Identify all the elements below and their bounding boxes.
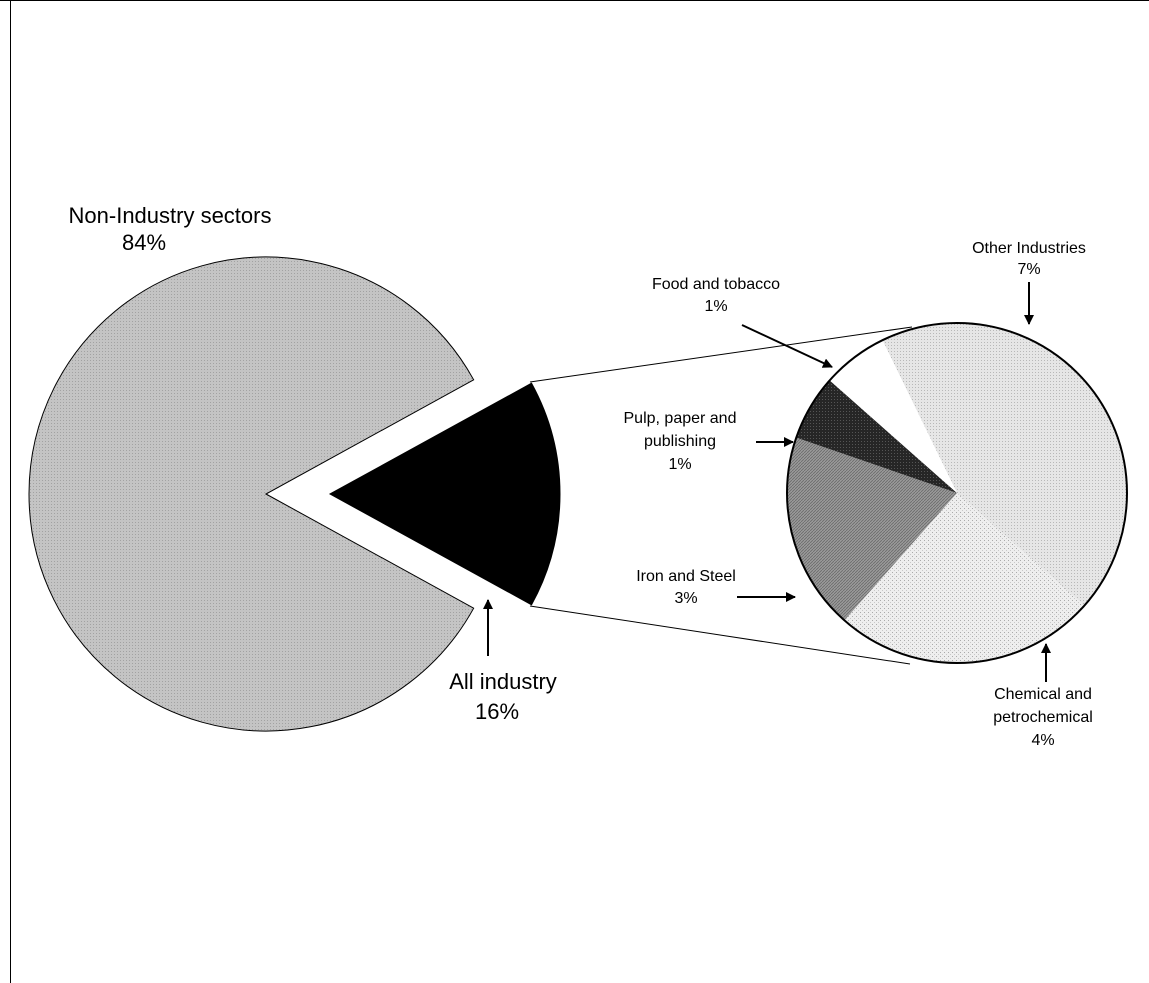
label-other-industries-name: Other Industries (972, 240, 1086, 257)
label-pulp-paper-name-line2: publishing (644, 433, 716, 450)
secondary-pie (786, 322, 1128, 664)
slice-pulp-paper-and-publishing (796, 380, 957, 493)
label-chemical-name-line2: petrochemical (993, 709, 1093, 726)
label-all-industry-name: All industry (449, 669, 557, 694)
label-food-tobacco-name: Food and tobacco (652, 276, 780, 293)
slice-iron-and-steel (786, 437, 957, 621)
label-non-industry-name: Non-Industry sectors (69, 203, 272, 228)
label-other-industries-value: 7% (1017, 261, 1040, 278)
label-pulp-paper-value: 1% (668, 456, 691, 473)
label-non-industry-value: 84% (122, 230, 166, 255)
connector-line-top (529, 326, 913, 383)
arrow-food-tobacco (741, 324, 833, 368)
slice-all-industry (328, 382, 561, 606)
label-food-tobacco-value: 1% (704, 298, 727, 315)
slice-non-industry-sectors (28, 256, 475, 732)
label-all-industry-value: 16% (475, 699, 519, 724)
label-iron-steel-value: 3% (674, 590, 697, 607)
slice-food-and-tobacco (829, 340, 957, 493)
label-chemical-name-line1: Chemical and (994, 686, 1092, 703)
label-chemical-value: 4% (1031, 732, 1054, 749)
slice-other-industries (882, 323, 1127, 606)
main-pie (28, 256, 561, 732)
slice-chemical-and-petrochemical (844, 493, 1085, 664)
secondary-pie-outline (786, 322, 1128, 664)
connector-line-bottom (529, 605, 911, 665)
label-pulp-paper-name-line1: Pulp, paper and (624, 410, 737, 427)
label-iron-steel-name: Iron and Steel (636, 568, 736, 585)
